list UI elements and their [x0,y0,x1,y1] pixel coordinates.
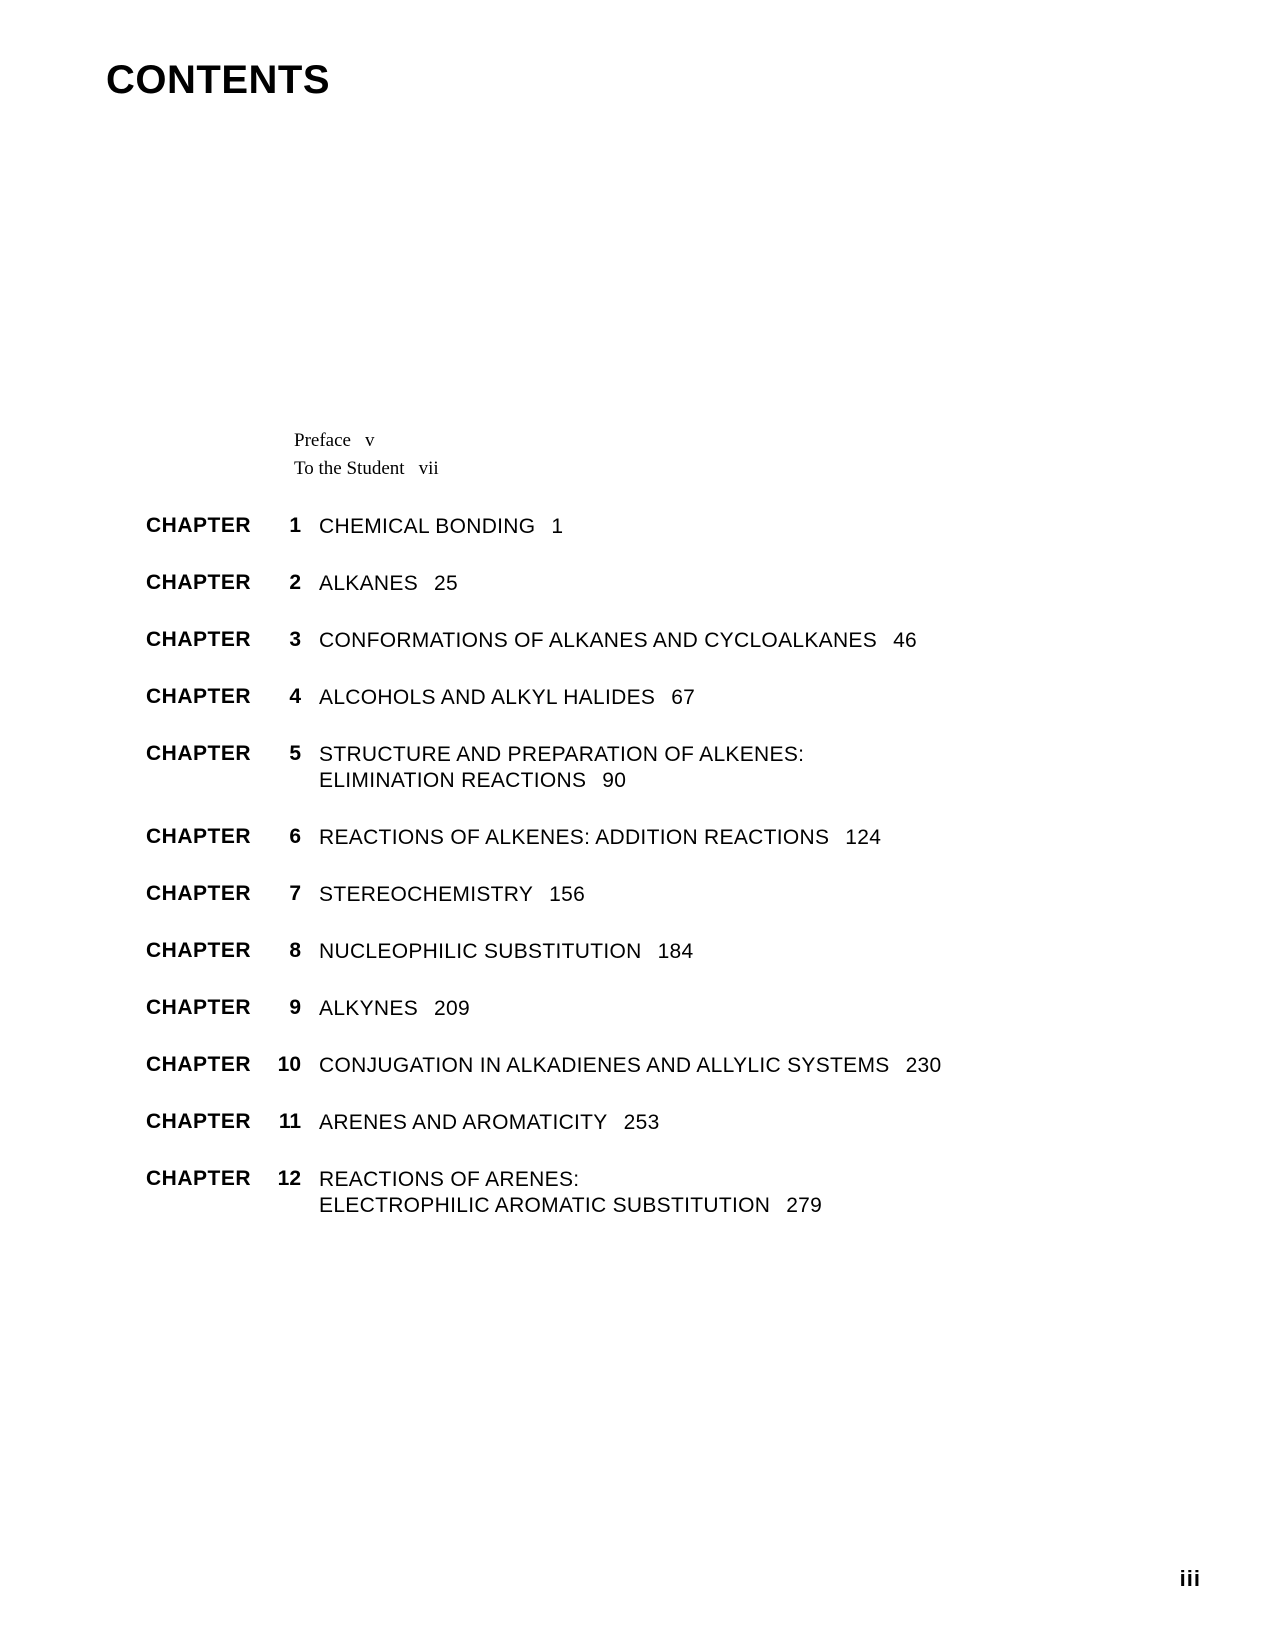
chapter-label: CHAPTER [146,996,251,1020]
chapter-title: STRUCTURE AND PREPARATION OF ALKENES: EL… [319,742,1155,796]
chapter-title-text: NUCLEOPHILIC SUBSTITUTION [319,940,642,963]
chapter-label: CHAPTER [146,1053,251,1077]
chapter-row: CHAPTER 10 CONJUGATION IN ALKADIENES AND… [146,1053,1155,1080]
chapter-list: CHAPTER 1 CHEMICAL BONDING 1 CHAPTER 2 AL… [146,514,1155,1250]
chapter-title-text: ALKYNES [319,997,418,1020]
chapter-title: ARENES AND AROMATICITY 253 [319,1110,1155,1137]
chapter-page: 25 [434,572,458,595]
chapter-title-text: CONFORMATIONS OF ALKANES AND CYCLOALKANE… [319,629,877,652]
frontmatter-item: Preface v [294,428,439,454]
frontmatter-label: To the Student [294,458,405,479]
chapter-title: NUCLEOPHILIC SUBSTITUTION 184 [319,939,1155,966]
frontmatter-label: Preface [294,430,351,451]
chapter-number: 12 [257,1167,301,1191]
chapter-title-line1: REACTIONS OF ARENES: [319,1168,579,1191]
chapter-title: STEREOCHEMISTRY 156 [319,882,1155,909]
chapter-label: CHAPTER [146,742,251,766]
chapter-page: 230 [906,1054,942,1077]
chapter-title-text: STEREOCHEMISTRY [319,883,533,906]
chapter-title: REACTIONS OF ARENES: ELECTROPHILIC AROMA… [319,1167,1155,1221]
chapter-title: REACTIONS OF ALKENES: ADDITION REACTIONS… [319,825,1155,852]
chapter-label: CHAPTER [146,628,251,652]
chapter-number: 6 [257,825,301,849]
chapter-title: ALKYNES 209 [319,996,1155,1023]
chapter-row: CHAPTER 3 CONFORMATIONS OF ALKANES AND C… [146,628,1155,655]
chapter-number: 7 [257,882,301,906]
chapter-label: CHAPTER [146,685,251,709]
chapter-title-line2: ELIMINATION REACTIONS [319,769,586,792]
page-number: iii [1180,1566,1201,1592]
chapter-row: CHAPTER 4 ALCOHOLS AND ALKYL HALIDES 67 [146,685,1155,712]
chapter-row: CHAPTER 12 REACTIONS OF ARENES: ELECTROP… [146,1167,1155,1221]
chapter-label: CHAPTER [146,1167,251,1191]
chapter-title-text: CONJUGATION IN ALKADIENES AND ALLYLIC SY… [319,1054,890,1077]
chapter-page: 253 [624,1111,660,1134]
chapter-page: 67 [671,686,695,709]
chapter-label: CHAPTER [146,514,251,538]
chapter-row: CHAPTER 8 NUCLEOPHILIC SUBSTITUTION 184 [146,939,1155,966]
chapter-label: CHAPTER [146,939,251,963]
chapter-number: 1 [257,514,301,538]
chapter-title-line1: STRUCTURE AND PREPARATION OF ALKENES: [319,743,804,766]
chapter-page: 1 [551,515,563,538]
frontmatter-block: Preface v To the Student vii [294,428,439,483]
chapter-label: CHAPTER [146,571,251,595]
chapter-number: 8 [257,939,301,963]
chapter-label: CHAPTER [146,825,251,849]
chapter-row: CHAPTER 2 ALKANES 25 [146,571,1155,598]
chapter-title-text: ALKANES [319,572,418,595]
chapter-label: CHAPTER [146,1110,251,1134]
chapter-number: 5 [257,742,301,766]
chapter-title-text: ARENES AND AROMATICITY [319,1111,608,1134]
chapter-title: ALKANES 25 [319,571,1155,598]
chapter-page: 124 [845,826,881,849]
chapter-number: 11 [257,1110,301,1134]
chapter-number: 9 [257,996,301,1020]
chapter-title-text: CHEMICAL BONDING [319,515,535,538]
frontmatter-page: v [365,430,375,451]
chapter-row: CHAPTER 9 ALKYNES 209 [146,996,1155,1023]
chapter-number: 4 [257,685,301,709]
chapter-number: 3 [257,628,301,652]
chapter-title: ALCOHOLS AND ALKYL HALIDES 67 [319,685,1155,712]
chapter-page: 184 [658,940,694,963]
chapter-row: CHAPTER 1 CHEMICAL BONDING 1 [146,514,1155,541]
frontmatter-page: vii [419,458,439,479]
chapter-title: CONJUGATION IN ALKADIENES AND ALLYLIC SY… [319,1053,1155,1080]
chapter-page: 209 [434,997,470,1020]
frontmatter-item: To the Student vii [294,456,439,482]
chapter-title-text: REACTIONS OF ALKENES: ADDITION REACTIONS [319,826,829,849]
chapter-row: CHAPTER 7 STEREOCHEMISTRY 156 [146,882,1155,909]
chapter-row: CHAPTER 11 ARENES AND AROMATICITY 253 [146,1110,1155,1137]
chapter-title: CONFORMATIONS OF ALKANES AND CYCLOALKANE… [319,628,1155,655]
chapter-number: 2 [257,571,301,595]
chapter-page: 279 [786,1194,822,1217]
chapter-title-line2: ELECTROPHILIC AROMATIC SUBSTITUTION [319,1194,770,1217]
chapter-title: CHEMICAL BONDING 1 [319,514,1155,541]
chapter-page: 90 [602,769,626,792]
chapter-page: 46 [893,629,917,652]
chapter-row: CHAPTER 6 REACTIONS OF ALKENES: ADDITION… [146,825,1155,852]
chapter-label: CHAPTER [146,882,251,906]
chapter-row: CHAPTER 5 STRUCTURE AND PREPARATION OF A… [146,742,1155,796]
chapter-page: 156 [549,883,585,906]
chapter-title-text: ALCOHOLS AND ALKYL HALIDES [319,686,655,709]
page-title: CONTENTS [106,58,330,103]
chapter-number: 10 [257,1053,301,1077]
